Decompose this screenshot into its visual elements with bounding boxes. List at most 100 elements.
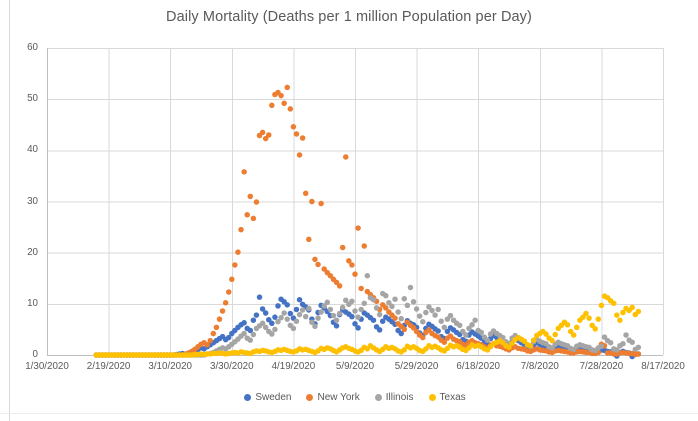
data-point-illinois xyxy=(413,306,420,312)
legend-marker-icon xyxy=(306,394,314,401)
data-point-new-york xyxy=(339,244,346,251)
data-point-new-york xyxy=(441,339,448,345)
data-point-illinois xyxy=(321,303,327,309)
data-point-illinois xyxy=(444,316,451,322)
x-tick-label: 4/19/2020 xyxy=(271,361,316,372)
data-point-illinois xyxy=(299,307,306,313)
data-point-new-york xyxy=(327,272,334,279)
data-point-new-york xyxy=(244,212,250,218)
data-point-sweden xyxy=(256,294,263,300)
data-point-illinois xyxy=(330,312,337,319)
x-tick-label: 1/30/2020 xyxy=(25,361,69,372)
data-point-new-york xyxy=(241,169,247,175)
data-point-sweden xyxy=(247,327,254,334)
x-tick-label: 8/17/2020 xyxy=(641,361,685,372)
data-point-illinois xyxy=(302,313,309,320)
data-point-illinois xyxy=(343,297,349,303)
y-tick-label: 0 xyxy=(32,349,38,360)
data-point-sweden xyxy=(284,302,290,308)
data-point-illinois xyxy=(309,319,315,325)
data-point-new-york xyxy=(355,225,361,231)
data-point-new-york xyxy=(238,226,244,233)
data-point-illinois xyxy=(250,331,257,338)
legend-item-texas: Texas xyxy=(428,392,466,403)
x-tick-label: 3/30/2020 xyxy=(210,361,254,372)
data-point-illinois xyxy=(312,323,318,330)
data-point-new-york xyxy=(225,289,232,295)
legend-label: Sweden xyxy=(255,392,292,403)
data-point-sweden xyxy=(269,320,275,327)
data-point-texas xyxy=(564,322,571,328)
data-point-illinois xyxy=(290,325,297,332)
data-point-new-york xyxy=(253,199,260,205)
data-point-illinois xyxy=(358,306,364,313)
data-point-illinois xyxy=(478,329,485,336)
data-point-texas xyxy=(506,344,512,351)
data-point-texas xyxy=(598,302,605,309)
data-point-texas xyxy=(620,309,626,316)
sheet-gridline xyxy=(0,413,698,414)
data-point-new-york xyxy=(216,316,223,322)
data-point-illinois xyxy=(333,317,340,323)
data-point-new-york xyxy=(213,324,220,331)
data-point-illinois xyxy=(441,324,448,331)
data-point-new-york xyxy=(349,262,355,268)
data-point-texas xyxy=(595,316,602,322)
x-tick-label: 6/18/2020 xyxy=(456,361,500,372)
data-point-texas xyxy=(521,338,528,344)
data-point-illinois xyxy=(392,296,398,302)
data-point-texas xyxy=(530,337,537,343)
data-point-sweden xyxy=(444,328,451,335)
data-point-new-york xyxy=(343,154,349,160)
data-point-sweden xyxy=(225,334,232,341)
data-point-new-york xyxy=(410,325,417,331)
data-point-illinois xyxy=(601,334,608,340)
data-point-illinois xyxy=(373,305,380,311)
legend-item-sweden: Sweden xyxy=(244,392,291,403)
data-point-illinois xyxy=(460,328,466,335)
legend-label: Illinois xyxy=(385,392,414,403)
data-point-sweden xyxy=(355,325,361,331)
chart-title: Daily Mortality (Deaths per 1 million Po… xyxy=(166,9,532,25)
data-point-illinois xyxy=(466,325,472,332)
data-point-sweden xyxy=(266,316,272,323)
data-point-sweden xyxy=(275,303,281,309)
data-point-illinois xyxy=(352,308,358,314)
data-point-illinois xyxy=(420,318,426,325)
data-point-illinois xyxy=(370,296,377,303)
data-point-new-york xyxy=(259,129,266,136)
pane-divider-line xyxy=(9,0,10,421)
data-point-illinois xyxy=(623,332,629,338)
data-point-texas xyxy=(635,308,642,315)
data-point-illinois xyxy=(484,337,491,343)
data-point-sweden xyxy=(370,317,377,323)
data-point-illinois xyxy=(269,331,275,337)
x-tick-label: 5/9/2020 xyxy=(335,361,375,372)
legend-label: New York xyxy=(317,392,360,403)
data-point-new-york xyxy=(207,337,213,344)
y-tick-label: 50 xyxy=(27,93,38,105)
legend-item-illinois: Illinois xyxy=(374,392,414,403)
data-point-sweden xyxy=(287,310,294,317)
data-point-illinois xyxy=(432,312,438,318)
data-point-sweden xyxy=(241,320,247,326)
data-point-texas xyxy=(629,304,635,311)
y-tick-label: 10 xyxy=(27,297,38,309)
data-point-illinois xyxy=(355,314,361,320)
data-point-illinois xyxy=(469,322,475,328)
data-point-illinois xyxy=(423,309,429,316)
data-point-new-york xyxy=(222,300,229,306)
data-point-new-york xyxy=(420,334,426,341)
data-point-new-york xyxy=(346,258,352,264)
data-point-new-york xyxy=(352,271,358,277)
data-point-texas xyxy=(567,328,574,335)
data-point-illinois xyxy=(416,313,423,319)
x-tick-label: 7/28/2020 xyxy=(579,361,624,372)
data-point-new-york xyxy=(309,198,315,205)
data-point-new-york xyxy=(296,152,303,158)
x-tick-label: 7/8/2020 xyxy=(520,361,559,372)
data-point-illinois xyxy=(614,347,620,353)
data-point-new-york xyxy=(635,351,642,357)
data-point-illinois xyxy=(447,312,454,319)
